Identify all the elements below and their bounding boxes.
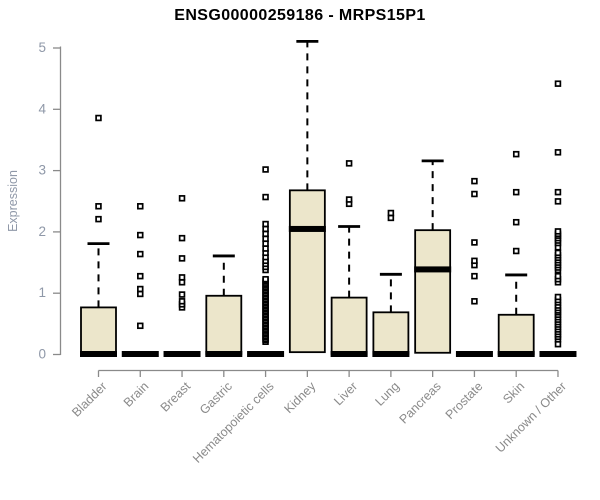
outlier-brain <box>137 272 144 280</box>
x-category-label-lung: Lung <box>372 379 402 409</box>
outlier-hematopoietic-cells <box>262 193 269 201</box>
median-brain <box>121 351 159 357</box>
outlier-brain <box>137 285 144 293</box>
median-hematopoietic-cells <box>247 351 285 357</box>
outlier-hematopoietic-cells <box>262 166 269 173</box>
median-pancreas <box>414 266 452 273</box>
median-gastric <box>205 351 243 357</box>
y-tick-label: 3 <box>38 163 46 178</box>
median-bladder <box>80 351 117 357</box>
y-tick-label: 2 <box>38 224 46 239</box>
outlier-brain <box>137 250 144 258</box>
outlier-brain <box>137 203 144 210</box>
x-category-label-gastric: Gastric <box>197 379 235 417</box>
median-breast <box>163 351 201 357</box>
y-tick-label: 5 <box>38 40 46 55</box>
median-kidney <box>288 225 326 232</box>
median-lung <box>372 351 410 357</box>
outlier-prostate <box>471 298 478 305</box>
outlier-unknown-other <box>554 188 562 196</box>
x-category-label-liver: Liver <box>331 379 360 408</box>
x-category-label-unknown-other: Unknown / Other <box>493 379 569 455</box>
outlier-breast <box>178 274 186 281</box>
box-kidney <box>288 189 326 354</box>
x-category-label-hematopoietic-cells: Hematopoietic cells <box>190 379 277 466</box>
outlier-unknown-other <box>554 272 562 280</box>
outlier-skin <box>512 218 520 226</box>
outlier-breast <box>178 291 186 298</box>
outlier-breast <box>178 298 186 305</box>
outlier-unknown-other <box>554 198 562 205</box>
y-tick-label: 1 <box>38 285 46 300</box>
outlier-hematopoietic-cells <box>262 275 269 283</box>
x-category-label-pancreas: Pancreas <box>397 379 444 426</box>
outlier-breast <box>178 234 186 242</box>
x-category-label-skin: Skin <box>500 379 527 406</box>
outlier-skin <box>512 247 520 255</box>
median-prostate <box>455 351 493 357</box>
outlier-brain <box>137 231 144 239</box>
chart-title: ENSG00000259186 - MRPS15P1 <box>174 7 426 24</box>
outlier-unknown-other <box>554 149 562 156</box>
outlier-unknown-other <box>554 249 562 257</box>
x-category-label-bladder: Bladder <box>69 379 109 419</box>
y-tick-label: 4 <box>38 101 46 116</box>
median-unknown-other <box>539 351 577 357</box>
outlier-prostate <box>471 257 478 265</box>
outlier-skin <box>512 188 520 196</box>
outlier-liver <box>345 160 353 167</box>
outlier-prostate <box>471 239 478 246</box>
outlier-skin <box>512 150 520 158</box>
x-category-label-kidney: Kidney <box>282 379 319 416</box>
median-liver <box>330 351 368 357</box>
outlier-bladder <box>95 114 102 122</box>
outlier-prostate <box>471 190 478 198</box>
outlier-prostate <box>471 272 478 280</box>
outlier-hematopoietic-cells <box>262 220 269 228</box>
box-pancreas <box>414 229 452 354</box>
outlier-liver <box>345 196 353 203</box>
outlier-lung <box>387 209 395 217</box>
outlier-unknown-other <box>554 80 562 87</box>
median-skin <box>497 351 535 357</box>
outlier-breast <box>178 255 186 262</box>
outlier-breast <box>178 195 186 202</box>
box-skin <box>497 313 535 355</box>
box-bladder <box>80 306 117 355</box>
y-tick-label: 0 <box>38 347 46 362</box>
x-category-label-breast: Breast <box>158 379 194 415</box>
outlier-bladder <box>95 215 102 223</box>
box-lung <box>372 311 410 355</box>
outlier-bladder <box>95 203 102 210</box>
outlier-unknown-other <box>554 228 562 235</box>
box-gastric <box>205 294 243 355</box>
outlier-prostate <box>471 177 478 185</box>
outlier-brain <box>137 322 144 330</box>
x-category-label-prostate: Prostate <box>443 379 486 422</box>
outlier-unknown-other <box>554 293 562 301</box>
box-liver <box>330 296 368 355</box>
x-category-label-brain: Brain <box>121 379 152 410</box>
